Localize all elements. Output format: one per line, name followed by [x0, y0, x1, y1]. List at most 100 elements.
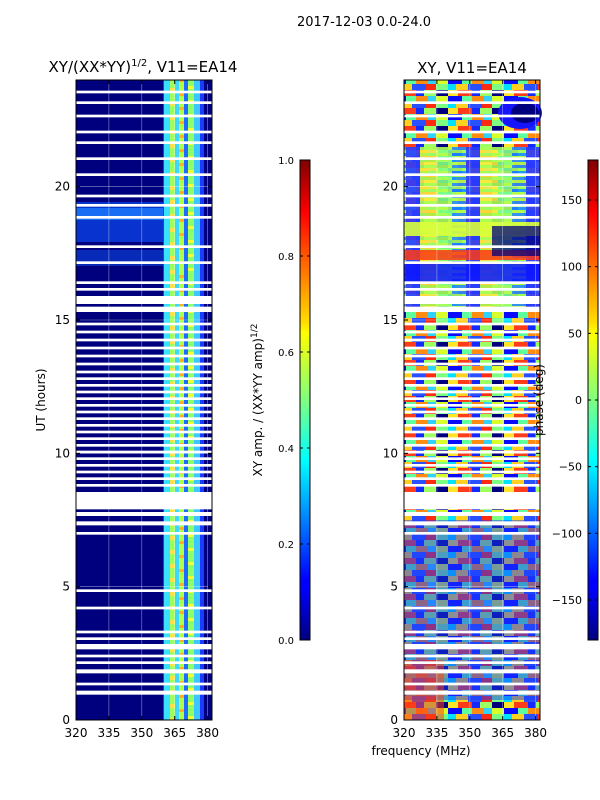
amplitude-x-ticks: 320 335 350 365 380	[65, 80, 219, 740]
flagged-gap-stripe	[404, 338, 540, 342]
flagged-gap-stripe	[76, 261, 212, 264]
flagged-gap-stripe	[76, 141, 212, 144]
y-tick-label: 15	[55, 313, 70, 327]
flagged-gap-stripe	[404, 346, 540, 350]
flagged-gap-stripe	[76, 637, 212, 640]
flagged-gap-stripe	[404, 90, 540, 94]
flagged-gap-stripe	[404, 484, 540, 487]
flagged-gap-stripe	[76, 370, 212, 374]
colorbar-tick-label: 0.0	[278, 636, 294, 647]
flagged-gap-stripe	[76, 306, 212, 312]
flagged-gap-stripe	[404, 370, 540, 374]
flagged-gap-stripe	[404, 330, 540, 334]
flagged-gap-stripe	[404, 470, 540, 474]
flagged-gap-stripe	[76, 644, 212, 650]
phase-flagged-gaps	[404, 90, 540, 695]
amplitude-colorbar: 0.0 0.2 0.4 0.6 0.8 1.0 XY amp. / (XX*YY amp)…	[250, 156, 311, 647]
flagged-gap-stripe	[404, 669, 540, 674]
colorbar-tick-label: −100	[552, 527, 582, 540]
flagged-gap-stripe	[76, 532, 212, 535]
phase-heatmap-feature	[492, 226, 540, 256]
flagged-gap-stripe	[404, 644, 540, 650]
flagged-gap-stripe	[76, 130, 212, 134]
flagged-gap-stripe	[404, 464, 540, 467]
phase-panel-title: XY, V11=EA14	[417, 59, 527, 77]
x-tick-label: 380	[524, 726, 547, 740]
flagged-gap-stripe	[76, 354, 212, 358]
y-tick-label: 10	[55, 446, 70, 460]
flagged-gap-stripe	[404, 141, 540, 144]
colorbar-tick-label: 0	[575, 394, 582, 407]
flagged-gap-stripe	[76, 430, 212, 434]
amplitude-axes-frame	[75, 79, 213, 721]
flagged-gap-stripe	[404, 444, 540, 447]
amplitude-flagged-gaps	[76, 90, 212, 695]
flagged-gap-stripe	[404, 157, 540, 160]
flagged-gap-stripe	[404, 417, 540, 420]
flagged-gap-stripe	[404, 637, 540, 640]
flagged-gap-stripe	[404, 589, 540, 592]
flagged-gap-stripe	[76, 444, 212, 447]
x-tick-label: 350	[130, 726, 153, 740]
flagged-gap-stripe	[404, 690, 540, 695]
x-tick-label: 380	[196, 726, 219, 740]
flagged-gap-stripe	[404, 384, 540, 387]
flagged-gap-stripe	[76, 492, 212, 510]
flagged-gap-stripe	[76, 362, 212, 366]
x-tick-label: 350	[458, 726, 481, 740]
amplitude-y-ticks: 0 5 10 15 20	[55, 180, 212, 727]
x-tick-label: 320	[65, 726, 88, 740]
flagged-gap-stripe	[76, 90, 212, 94]
flagged-gap-stripe	[76, 296, 212, 304]
flagged-gap-stripe	[404, 630, 540, 634]
y-tick-label: 5	[390, 580, 398, 594]
flagged-gap-stripe	[404, 306, 540, 312]
flagged-gap-stripe	[76, 384, 212, 387]
flagged-gap-stripe	[76, 194, 212, 198]
x-tick-label: 335	[97, 726, 120, 740]
flagged-gap-stripe	[404, 424, 540, 427]
y-tick-label: 15	[383, 313, 398, 327]
flagged-gap-stripe	[76, 288, 212, 291]
phase-heatmap-feature	[511, 103, 539, 123]
flagged-gap-stripe	[76, 630, 212, 634]
flagged-gap-stripe	[404, 173, 540, 176]
flagged-gap-stripe	[404, 654, 540, 658]
flagged-gap-stripe	[76, 114, 212, 118]
flagged-gap-stripe	[404, 288, 540, 291]
flagged-gap-stripe	[404, 437, 540, 440]
y-tick-label: 0	[390, 713, 398, 727]
flagged-gap-stripe	[76, 322, 212, 326]
flagged-gap-stripe	[76, 173, 212, 176]
x-tick-label: 320	[393, 726, 416, 740]
phase-y-ticks: 0 5 10 15 20	[383, 180, 540, 727]
phase-heatmap-panel: XY, V11=EA14 320 335 350 365 380 0 5 10 15 20	[383, 59, 547, 740]
flagged-gap-stripe	[404, 296, 540, 304]
phase-x-ticks: 320 335 350 365 380	[393, 80, 547, 740]
flagged-gap-stripe	[76, 690, 212, 695]
flagged-gap-stripe	[76, 338, 212, 342]
colorbar-tick-label: 0.4	[278, 444, 294, 455]
colorbar-tick-label: 100	[561, 261, 582, 274]
flagged-gap-stripe	[76, 377, 212, 380]
flagged-gap-stripe	[76, 654, 212, 658]
flagged-gap-stripe	[76, 661, 212, 664]
flagged-gap-stripe	[404, 457, 540, 460]
flagged-gap-stripe	[76, 397, 212, 400]
flagged-gap-stripe	[76, 424, 212, 427]
flagged-gap-stripe	[76, 437, 212, 440]
flagged-gap-stripe	[404, 532, 540, 535]
flagged-gap-stripe	[76, 216, 212, 219]
flagged-gap-stripe	[404, 521, 540, 526]
flagged-gap-stripe	[404, 261, 540, 264]
colorbar-tick-label: 50	[568, 327, 582, 340]
flagged-gap-stripe	[76, 521, 212, 526]
flagged-gap-stripe	[404, 322, 540, 326]
flagged-gap-stripe	[76, 669, 212, 674]
phase-heatmap-feature	[404, 262, 540, 284]
flagged-gap-stripe	[404, 492, 540, 510]
phase-colorbar-label: phase (deg)	[532, 364, 546, 436]
phase-heatmap-feature	[404, 250, 540, 260]
phase-heatmap-feature	[404, 660, 444, 720]
phase-axes-frame	[403, 79, 541, 721]
